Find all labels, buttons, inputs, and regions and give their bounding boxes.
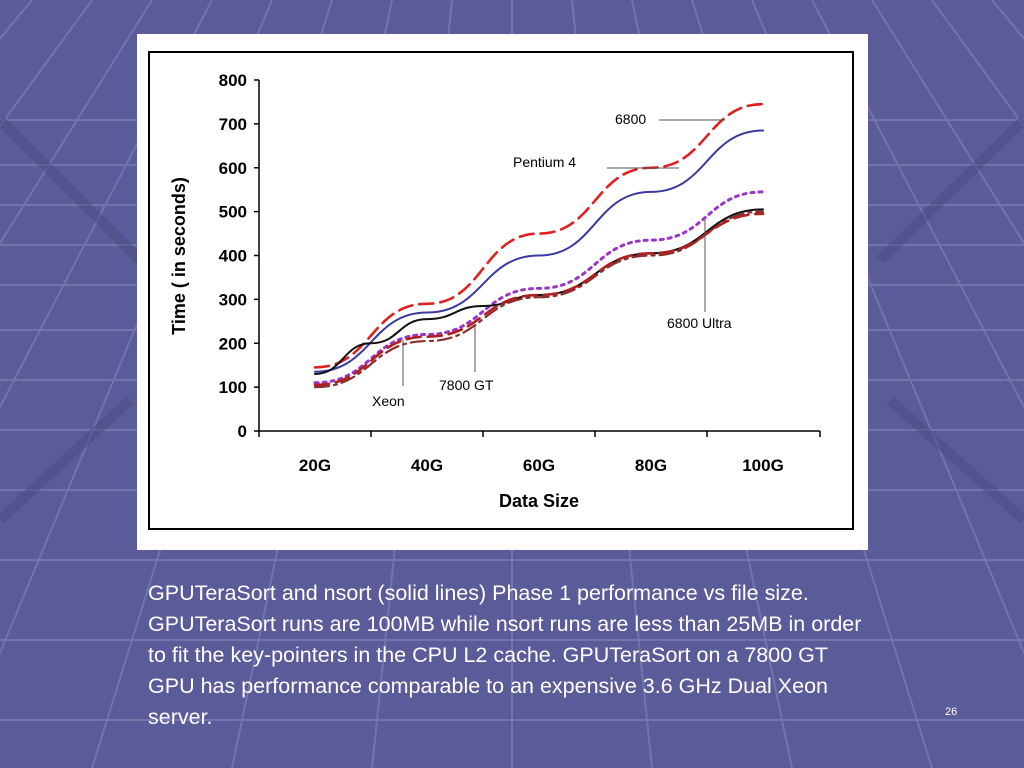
callout-label-xeon: Xeon xyxy=(372,393,405,409)
x-axis-title: Data Size xyxy=(499,491,579,511)
x-tick-label: 20G xyxy=(299,456,331,475)
series-line-xeon xyxy=(313,212,765,387)
y-tick-label: 100 xyxy=(219,378,247,397)
callout-label-7800-gt: 7800 GT xyxy=(439,377,494,393)
series-line-dotted xyxy=(313,190,765,385)
background-diagonals xyxy=(0,116,1024,524)
x-tick-label: 40G xyxy=(411,456,443,475)
series-line-6800 xyxy=(313,102,765,369)
slide-number: 26 xyxy=(945,706,958,718)
grid-diagonal xyxy=(0,116,144,264)
chart: 0 100 200 300 400 500 600 700 800 20G 40G 60G 80G 100… xyxy=(148,51,854,530)
callout-label-6800-ultra: 6800 Ultra xyxy=(667,315,732,331)
y-tick-label: 0 xyxy=(238,422,247,441)
y-tick-label: 800 xyxy=(219,71,247,90)
y-tick-label: 600 xyxy=(219,159,247,178)
grid-line xyxy=(811,0,1024,410)
x-tick-label: 60G xyxy=(523,456,555,475)
figure-panel: 0 100 200 300 400 500 600 700 800 20G 40G 60G 80G 100… xyxy=(137,34,868,550)
y-tick-label: 200 xyxy=(219,334,247,353)
y-tick-label: 500 xyxy=(219,203,247,222)
grid-diagonal xyxy=(886,396,1024,524)
grid-diagonal xyxy=(0,396,134,524)
grid-diagonal xyxy=(876,116,1024,264)
y-axis-title: Time ( in seconds) xyxy=(169,177,189,335)
grid-line xyxy=(0,0,153,246)
series-line-pentium-4 xyxy=(314,129,764,373)
y-tick-label: 300 xyxy=(219,290,247,309)
x-tick-label: 100G xyxy=(742,456,784,475)
chart-frame xyxy=(148,51,854,530)
callout-label-6800: 6800 xyxy=(615,111,646,127)
grid-line xyxy=(871,0,1024,246)
y-tick-label: 400 xyxy=(219,247,247,266)
callout-label-pentium-4: Pentium 4 xyxy=(513,154,576,170)
x-tick-label: 80G xyxy=(635,456,667,475)
figure-caption: GPUTeraSort and nsort (solid lines) Phas… xyxy=(148,581,862,729)
y-tick-label: 700 xyxy=(219,115,247,134)
